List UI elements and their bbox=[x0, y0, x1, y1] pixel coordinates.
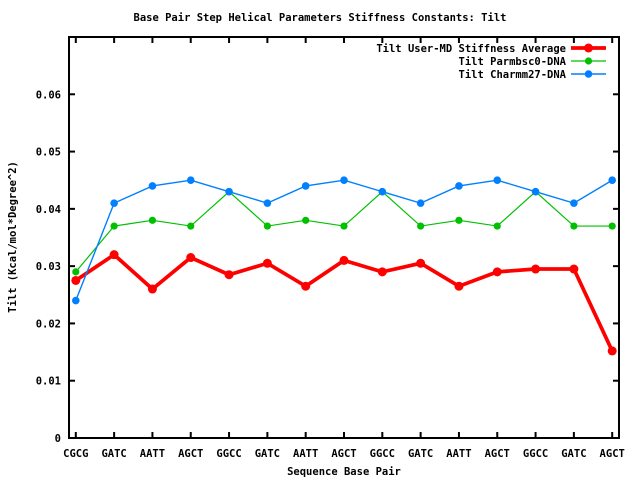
data-point-charmm27 bbox=[72, 296, 80, 305]
data-point-user-md bbox=[492, 267, 502, 277]
data-point-user-md bbox=[607, 346, 617, 356]
plot-border bbox=[68, 36, 620, 439]
x-tick-label: GGCC bbox=[523, 448, 548, 460]
data-point-parmbsc0 bbox=[455, 216, 463, 224]
y-axis-label: Tilt (Kcal/mol*Degree^2) bbox=[7, 161, 19, 313]
data-point-charmm27 bbox=[340, 176, 348, 185]
y-tick-label: 0.04 bbox=[36, 204, 61, 216]
data-point-parmbsc0 bbox=[493, 222, 501, 230]
legend-label-parmbsc0: Tilt Parmbsc0-DNA bbox=[459, 56, 567, 68]
data-point-parmbsc0 bbox=[72, 268, 80, 276]
series-line-charmm27 bbox=[75, 179, 613, 301]
data-point-charmm27 bbox=[378, 187, 387, 196]
y-tick-label: 0.03 bbox=[36, 261, 61, 273]
x-tick-label: AATT bbox=[293, 448, 318, 460]
x-tick-label: AGCT bbox=[178, 448, 203, 460]
y-tick-label: 0.05 bbox=[36, 147, 61, 159]
y-tick-label: 0.06 bbox=[36, 89, 61, 101]
data-point-charmm27 bbox=[186, 176, 195, 185]
data-point-parmbsc0 bbox=[263, 222, 271, 230]
data-point-user-md bbox=[569, 264, 579, 274]
x-tick-label: GATC bbox=[255, 448, 280, 460]
y-tick-label: 0 bbox=[55, 433, 61, 445]
legend-point-user-md bbox=[584, 43, 593, 53]
data-point-parmbsc0 bbox=[302, 216, 310, 224]
data-point-charmm27 bbox=[493, 176, 502, 185]
data-point-user-md bbox=[301, 281, 311, 291]
y-tick-label: 0.01 bbox=[36, 376, 61, 388]
y-tick-label: 0.02 bbox=[36, 318, 61, 330]
data-point-parmbsc0 bbox=[417, 222, 425, 230]
x-tick-label: AGCT bbox=[485, 448, 510, 460]
data-point-charmm27 bbox=[608, 176, 616, 185]
data-point-user-md bbox=[377, 267, 387, 277]
x-tick-label: AATT bbox=[140, 448, 165, 460]
data-point-parmbsc0 bbox=[570, 222, 578, 230]
data-point-parmbsc0 bbox=[340, 222, 348, 230]
data-point-parmbsc0 bbox=[608, 222, 616, 230]
data-point-charmm27 bbox=[301, 182, 310, 190]
data-point-parmbsc0 bbox=[110, 222, 118, 230]
x-tick-label: AGCT bbox=[331, 448, 356, 460]
data-point-charmm27 bbox=[263, 199, 272, 207]
data-point-user-md bbox=[339, 255, 349, 265]
x-axis-label: Sequence Base Pair bbox=[287, 466, 401, 478]
x-tick-label: AATT bbox=[446, 448, 471, 460]
data-point-user-md bbox=[531, 264, 541, 274]
data-point-charmm27 bbox=[225, 187, 233, 196]
data-point-charmm27 bbox=[110, 199, 118, 207]
data-point-charmm27 bbox=[570, 199, 578, 207]
legend-label-charmm27: Tilt Charmm27-DNA bbox=[459, 69, 567, 81]
x-tick-label: GATC bbox=[101, 448, 126, 460]
data-point-charmm27 bbox=[416, 199, 425, 207]
data-point-user-md bbox=[454, 281, 464, 291]
data-point-user-md bbox=[71, 275, 81, 285]
x-tick-label: CGCG bbox=[63, 448, 88, 460]
data-point-charmm27 bbox=[531, 187, 540, 196]
legend-point-parmbsc0 bbox=[584, 57, 593, 65]
data-point-user-md bbox=[147, 284, 157, 294]
data-point-user-md bbox=[186, 253, 196, 263]
data-point-charmm27 bbox=[148, 182, 157, 190]
legend-label-user-md: Tilt User-MD Stiffness Average bbox=[376, 43, 566, 55]
x-tick-label: GATC bbox=[408, 448, 433, 460]
data-point-user-md bbox=[262, 258, 272, 268]
x-tick-label: GATC bbox=[561, 448, 586, 460]
x-tick-label: AGCT bbox=[600, 448, 625, 460]
data-point-charmm27 bbox=[455, 182, 463, 190]
legend-point-charmm27 bbox=[584, 70, 593, 78]
plot-area: 0 0.01 0.02 0.03 0.04 0.05 0.06 CGCG GATC AATT AGC… bbox=[36, 36, 625, 460]
data-point-user-md bbox=[416, 258, 426, 268]
data-point-user-md bbox=[109, 250, 119, 260]
data-point-user-md bbox=[224, 270, 234, 280]
data-point-parmbsc0 bbox=[148, 216, 157, 224]
x-tick-label: GGCC bbox=[216, 448, 241, 460]
data-point-parmbsc0 bbox=[187, 222, 195, 230]
chart-title: Base Pair Step Helical Parameters Stiffn… bbox=[134, 12, 507, 24]
x-tick-label: GGCC bbox=[370, 448, 395, 460]
